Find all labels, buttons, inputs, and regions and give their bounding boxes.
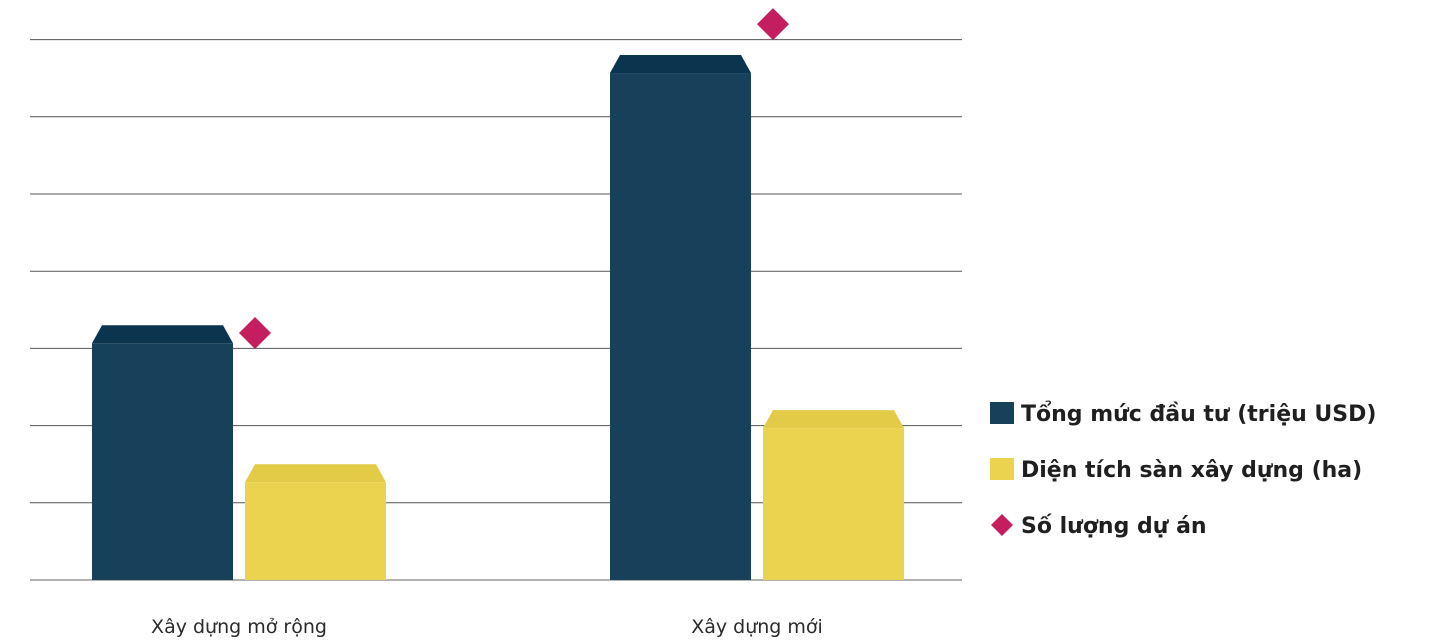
- bar-body: [763, 428, 904, 580]
- legend-swatch: [990, 458, 1014, 480]
- bar-cap: [92, 325, 233, 344]
- marker-point: [757, 8, 789, 41]
- bar: [763, 410, 904, 580]
- bar: [245, 464, 386, 580]
- bar: [92, 325, 233, 580]
- bar-body: [92, 343, 233, 580]
- category-labels: Xây dựng mở rộng Xây dựng mới: [151, 616, 823, 638]
- bar-cap: [245, 464, 386, 483]
- bar-cap: [763, 410, 904, 429]
- legend-item: Diện tích sàn xây dựng (ha): [990, 458, 1362, 483]
- legend: Tổng mức đầu tư (triệu USD) Diện tích sàn…: [990, 401, 1376, 539]
- legend-label: Tổng mức đầu tư (triệu USD): [1021, 401, 1376, 427]
- bar-body: [245, 482, 386, 580]
- legend-swatch: [990, 402, 1014, 424]
- x-tick-label: Xây dựng mới: [691, 616, 823, 638]
- x-tick-label: Xây dựng mở rộng: [151, 616, 327, 638]
- markers: [239, 8, 789, 349]
- marker-point: [239, 316, 271, 349]
- bar-body: [610, 73, 751, 580]
- legend-item: Số lượng dự án: [991, 514, 1207, 539]
- legend-item: Tổng mức đầu tư (triệu USD): [990, 401, 1376, 427]
- legend-swatch: [991, 514, 1013, 536]
- bars: [92, 55, 904, 580]
- legend-label: Số lượng dự án: [1021, 514, 1207, 539]
- legend-label: Diện tích sàn xây dựng (ha): [1021, 458, 1362, 483]
- bar: [610, 55, 751, 580]
- bar-cap: [610, 55, 751, 74]
